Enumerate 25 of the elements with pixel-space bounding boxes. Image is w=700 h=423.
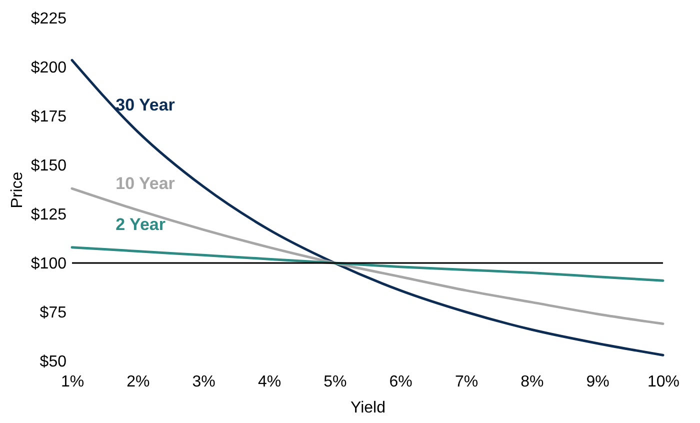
line-series bbox=[70, 246, 664, 282]
line-series bbox=[70, 58, 664, 356]
x-tick-label: 4% bbox=[258, 374, 282, 390]
x-tick-label: 9% bbox=[586, 374, 610, 390]
x-tick-label: 8% bbox=[520, 374, 544, 390]
y-tick-label: $75 bbox=[40, 304, 67, 322]
y-tick-label: $100 bbox=[30, 256, 67, 272]
y-tick-label: $200 bbox=[30, 60, 67, 76]
x-tick-label: 10% bbox=[647, 374, 680, 390]
y-tick-label: $175 bbox=[30, 108, 67, 126]
series-label: 30 Year bbox=[116, 96, 176, 115]
x-tick-label: 2% bbox=[126, 374, 150, 390]
y-tick-label: $150 bbox=[30, 158, 67, 174]
series-label: 2 Year bbox=[116, 215, 166, 234]
y-tick-label: $50 bbox=[40, 354, 67, 370]
series-label: 10 Year bbox=[116, 174, 176, 194]
y-tick-label: $225 bbox=[30, 10, 67, 28]
x-tick-label: 1% bbox=[60, 374, 84, 390]
x-tick-label: 7% bbox=[454, 374, 478, 390]
y-tick-label: $125 bbox=[30, 206, 67, 224]
x-axis-title: Yield bbox=[350, 400, 386, 416]
x-tick-label: 6% bbox=[389, 374, 412, 390]
x-tick-label: 3% bbox=[192, 374, 216, 390]
x-tick-label: 5% bbox=[324, 374, 347, 390]
y-axis-title: Price bbox=[8, 172, 26, 208]
